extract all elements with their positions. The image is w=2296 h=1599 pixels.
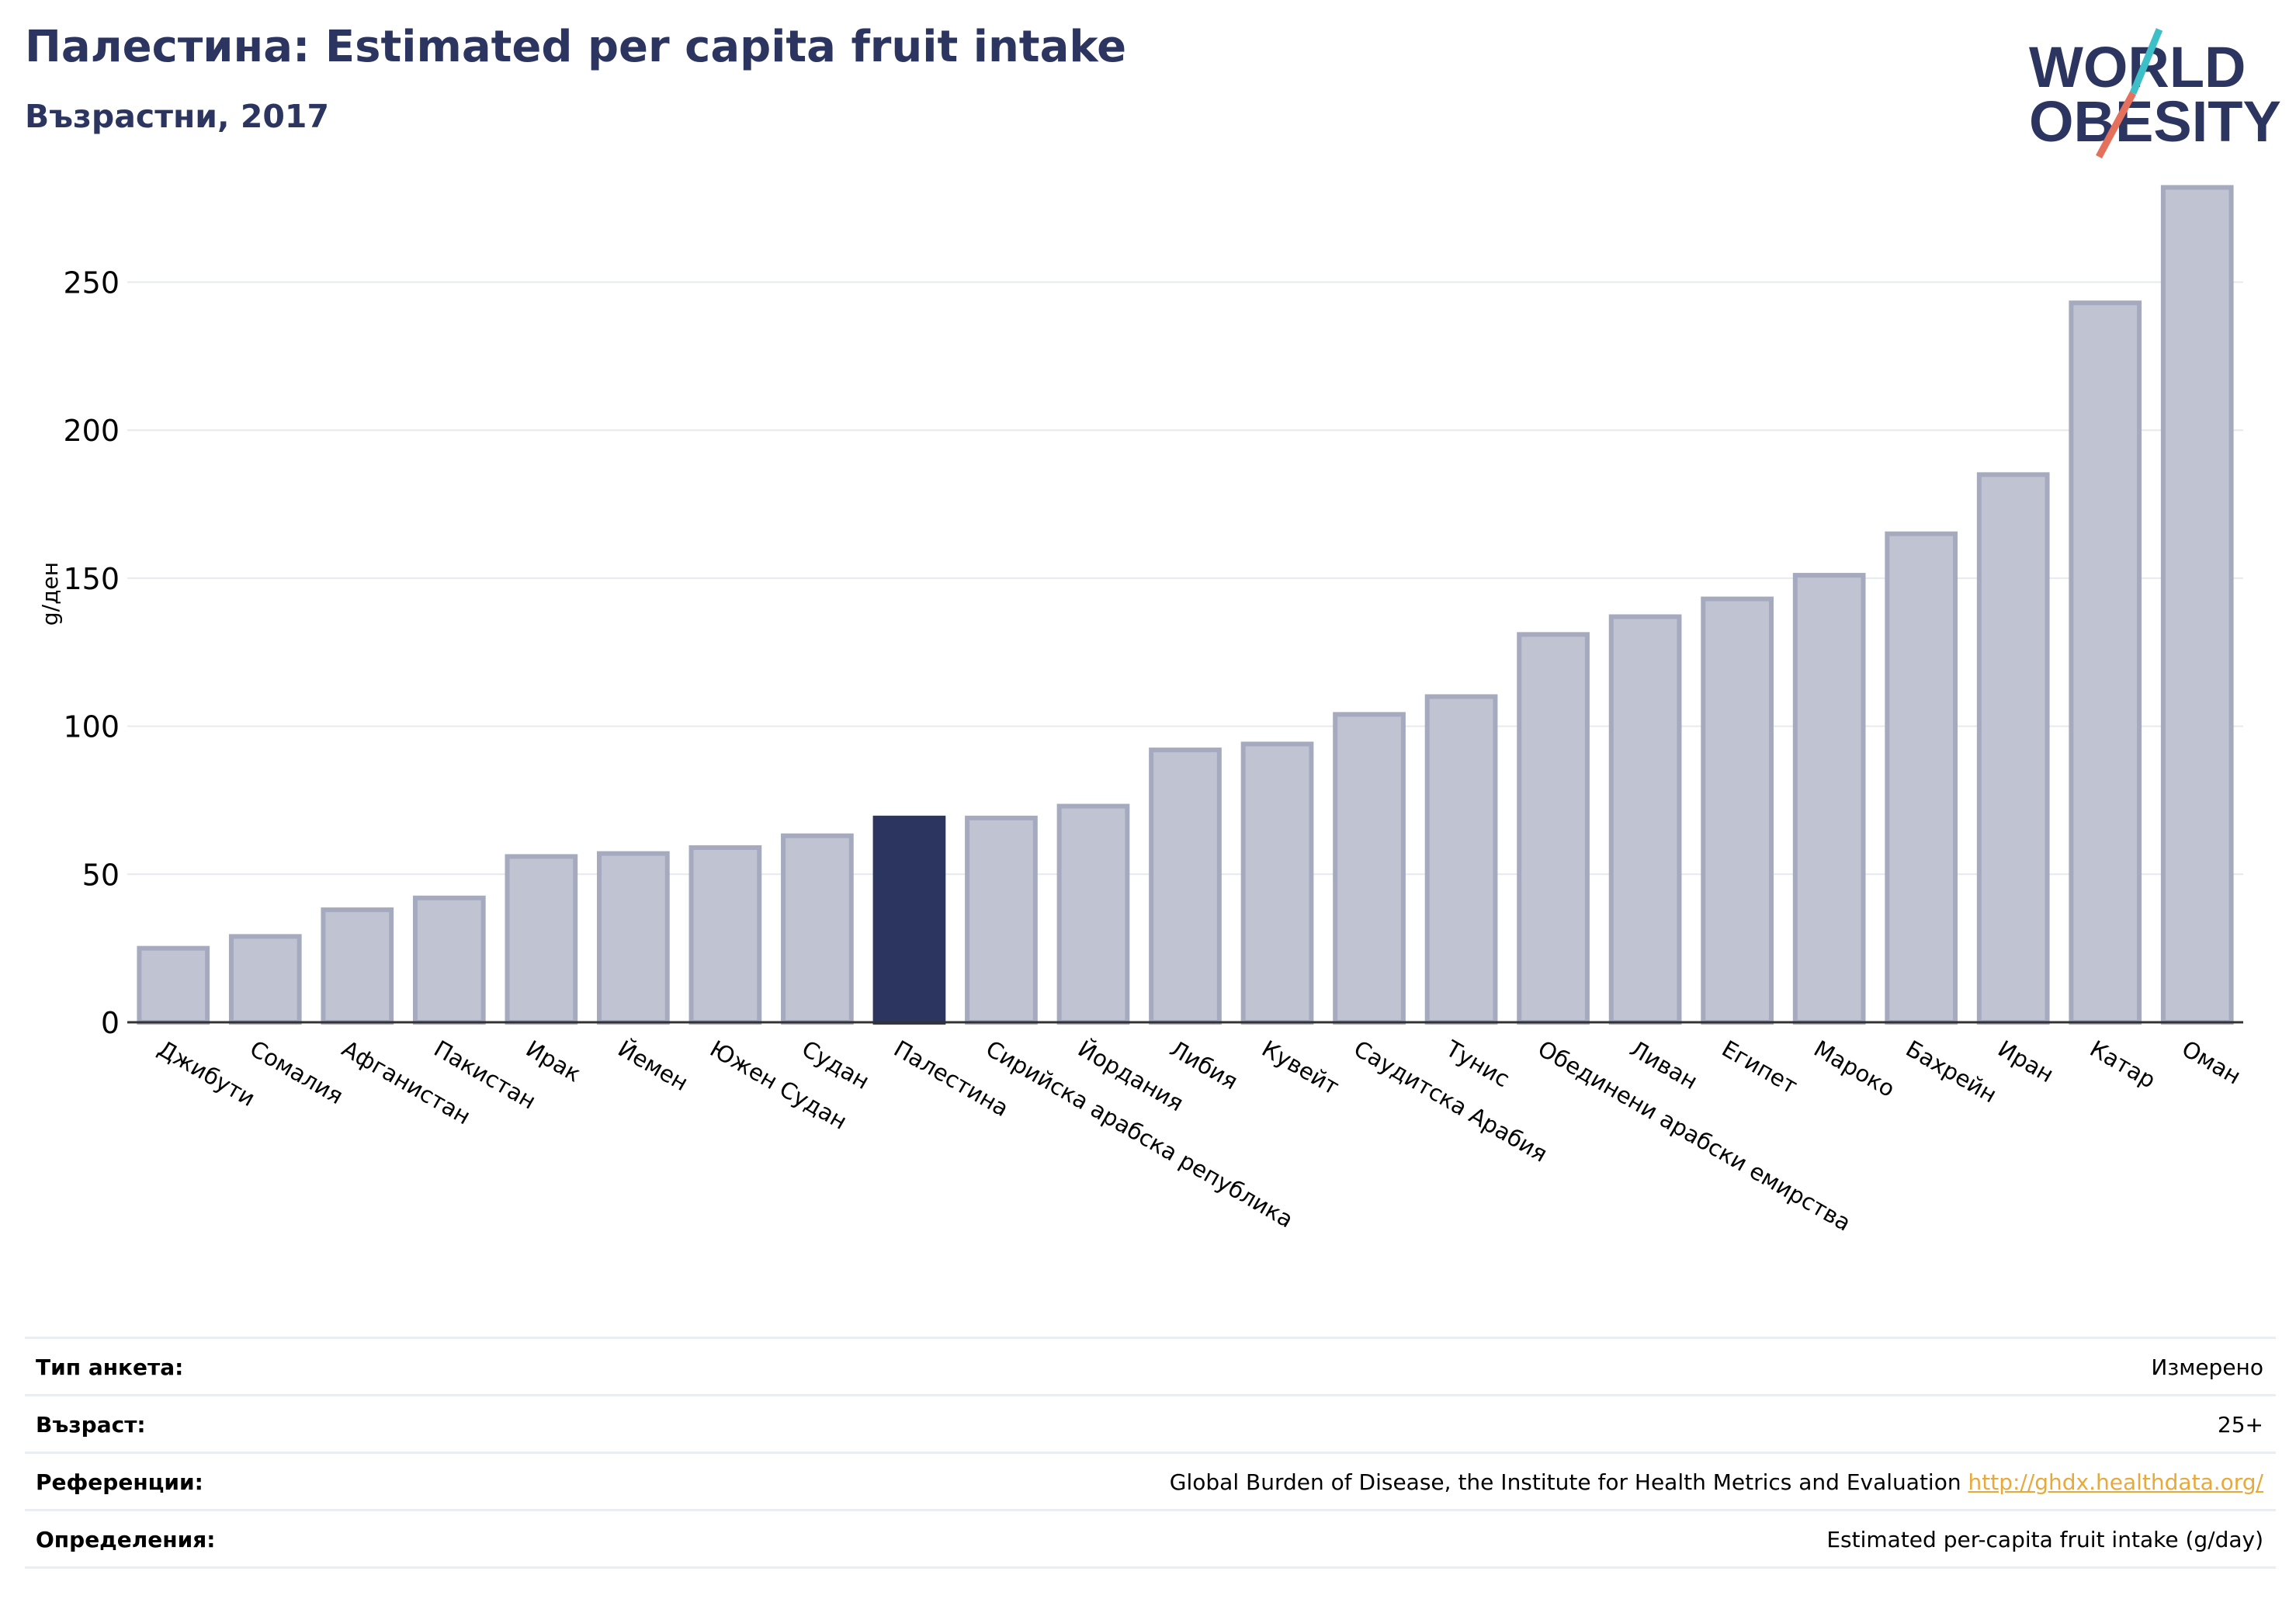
x-tick-label: Бахрейн [1902, 1035, 2002, 1108]
reference-link[interactable]: http://ghdx.healthdata.org/ [1968, 1469, 2263, 1495]
bar [1885, 531, 1958, 1025]
info-value-text: Измерено [2151, 1354, 2263, 1380]
y-tick-label: 250 [63, 265, 120, 300]
bar [688, 845, 762, 1025]
y-tick-label: 0 [101, 1006, 120, 1040]
bar-chart: 0 50 100 150 200 250 ДжибутиСомалияАфганистан… [37, 185, 2246, 1237]
world-obesity-logo: WORLD OBESITY [2029, 28, 2281, 159]
info-row: Тип анкета: Измерено [25, 1337, 2276, 1394]
info-value-text: 25+ [2217, 1412, 2263, 1438]
bar [1517, 632, 1590, 1025]
info-value: 25+ [2218, 1412, 2263, 1438]
x-tick-label: Катар [2086, 1035, 2160, 1094]
x-tick-label: Тунис [1441, 1035, 1514, 1092]
chart-subtitle: Възрастни, 2017 [25, 98, 329, 135]
info-label: Определения: [36, 1527, 216, 1552]
info-value: Global Burden of Disease, the Institute … [1170, 1469, 2263, 1495]
bar [412, 895, 486, 1025]
x-tick-label: Обединени арабски емирства [1534, 1035, 1856, 1237]
x-tick-label: Сомалия [245, 1035, 348, 1110]
bar [1149, 747, 1222, 1025]
bar [2069, 300, 2142, 1025]
bar [1701, 596, 1774, 1025]
logo-slash-teal [2129, 28, 2163, 95]
bar [228, 934, 302, 1025]
y-tick-labels: 0 50 100 150 200 250 [63, 265, 120, 1040]
bar [1056, 803, 1130, 1025]
info-value: Estimated per-capita fruit intake (g/day… [1826, 1527, 2263, 1552]
info-row: Възраст: 25+ [25, 1394, 2276, 1452]
y-tick-label: 100 [63, 710, 120, 744]
bar [597, 851, 670, 1025]
bar [2160, 185, 2234, 1025]
x-tick-label: Йемен [613, 1035, 692, 1097]
x-tick-label: Оман [2177, 1035, 2246, 1090]
info-row: Определения: Estimated per-capita fruit i… [25, 1509, 2276, 1569]
info-row: Референции: Global Burden of Disease, the… [25, 1452, 2276, 1509]
bar [1240, 741, 1314, 1025]
x-tick-label: Египет [1718, 1035, 1802, 1100]
bar [1424, 694, 1498, 1025]
info-label: Възраст: [36, 1412, 146, 1438]
x-tick-label: Либия [1166, 1035, 1243, 1095]
info-table: Тип анкета: Измерено Възраст: 25+ Референции… [25, 1337, 2276, 1569]
bar [1333, 712, 1406, 1025]
x-tick-label: Мароко [1809, 1035, 1899, 1103]
info-value: Измерено [2151, 1354, 2263, 1380]
bar [137, 945, 210, 1025]
x-tick-label: Ирак [522, 1035, 585, 1087]
info-value-text: Global Burden of Disease, the Institute … [1169, 1469, 1968, 1495]
bar [1608, 614, 1682, 1025]
info-label: Тип анкета: [36, 1354, 184, 1380]
info-label: Референции: [36, 1469, 203, 1495]
y-tick-label: 150 [63, 562, 120, 596]
chart-title: Палестина: Estimated per capita fruit in… [25, 22, 1127, 72]
logo-line2: OBESITY [2029, 89, 2281, 154]
bar [781, 833, 854, 1025]
y-axis-label: g/ден [37, 562, 63, 626]
x-tick-label: Джибути [154, 1035, 260, 1112]
y-tick-label: 50 [82, 858, 120, 892]
bar [1792, 573, 1866, 1025]
x-tick-label: Кувейт [1257, 1035, 1344, 1101]
x-tick-label: Сирийска арабска република [981, 1035, 1297, 1233]
info-value-text: Estimated per-capita fruit intake (g/day… [1826, 1527, 2263, 1552]
bars [127, 185, 2243, 1025]
x-tick-label: Иран [1993, 1035, 2058, 1088]
logo-slash-coral [2096, 91, 2136, 159]
bar-highlighted [872, 815, 946, 1025]
bar [321, 907, 394, 1025]
bar [965, 815, 1038, 1025]
x-tick-label: Ливан [1625, 1035, 1702, 1095]
x-tick-label: Судан [797, 1035, 874, 1095]
bar [1976, 472, 2050, 1025]
bar [505, 854, 578, 1025]
y-tick-label: 200 [63, 414, 120, 448]
